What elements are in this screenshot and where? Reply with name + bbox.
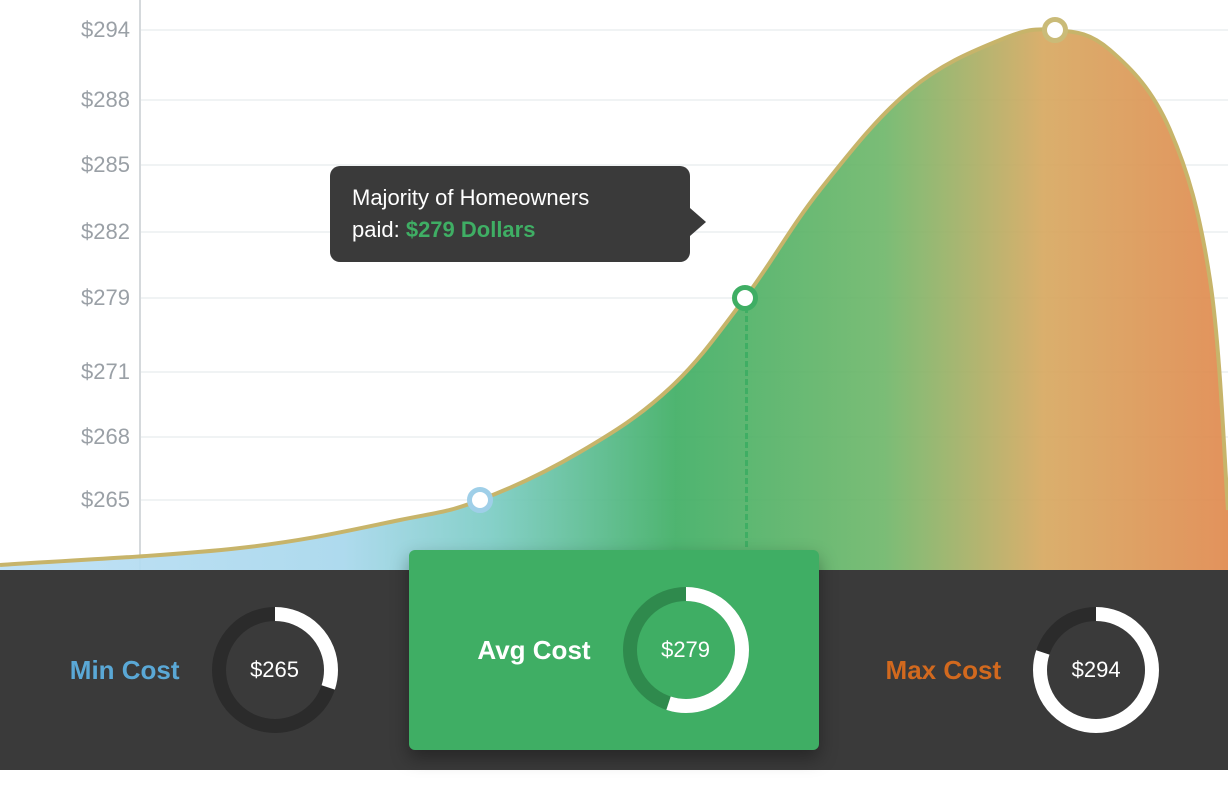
cost-chart: $294$288$285$282$279$271$268$265 Majorit…: [0, 0, 1228, 570]
tooltip-line1: Majority of Homeowners: [352, 182, 668, 214]
tooltip-prefix: paid:: [352, 217, 406, 242]
chart-svg: [0, 0, 1228, 570]
summary-cards: Min Cost $265 Avg Cost $279 Max Cost $294: [0, 570, 1228, 770]
avg-cost-value: $279: [621, 585, 751, 715]
avg-donut: $279: [621, 585, 751, 715]
plot-area: [140, 0, 1228, 570]
chart-tooltip: Majority of Homeowners paid: $279 Dollar…: [330, 166, 690, 262]
min-cost-value: $265: [210, 605, 340, 735]
tooltip-line2: paid: $279 Dollars: [352, 214, 668, 246]
min-cost-card: Min Cost $265: [0, 570, 409, 770]
max-donut: $294: [1031, 605, 1161, 735]
avg-cost-label: Avg Cost: [477, 635, 590, 666]
min-donut: $265: [210, 605, 340, 735]
tooltip-arrow-icon: [690, 208, 706, 236]
tooltip-highlight: $279 Dollars: [406, 217, 536, 242]
max-marker-dot: [1042, 17, 1068, 43]
avg-marker-dot: [732, 285, 758, 311]
min-cost-label: Min Cost: [70, 655, 180, 686]
max-cost-label: Max Cost: [886, 655, 1002, 686]
min-marker-dot: [467, 487, 493, 513]
avg-cost-card: Avg Cost $279: [409, 550, 818, 750]
max-cost-card: Max Cost $294: [819, 570, 1228, 770]
max-cost-value: $294: [1031, 605, 1161, 735]
area-fill: [0, 29, 1228, 570]
